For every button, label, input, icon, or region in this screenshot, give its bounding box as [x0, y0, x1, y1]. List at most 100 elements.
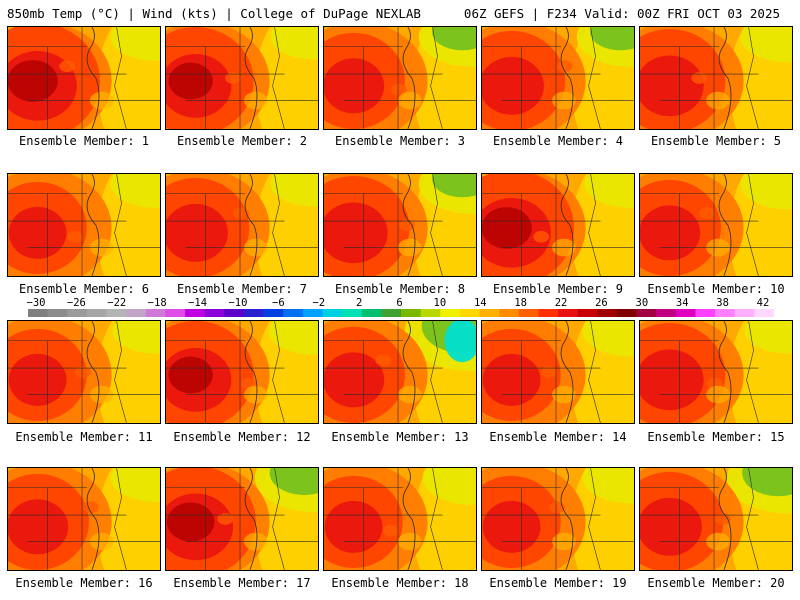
colorbar-segment [86, 309, 107, 317]
ensemble-member-label: Ensemble Member: 16 [15, 576, 153, 590]
ensemble-member-label: Ensemble Member: 19 [489, 576, 627, 590]
colorbar-segment [263, 309, 284, 317]
colorbar-segment [754, 309, 774, 317]
colorbar-ticks: −30 −26 −22 −18 −14 −10 −6 −2 2 6 10 14 18 22 26 30 34 38… [0, 297, 800, 309]
ensemble-map-panel [165, 26, 319, 130]
temperature-colorbar [28, 309, 774, 317]
colorbar-tick-label: −26 [66, 297, 86, 309]
colorbar-tick-label: −6 [272, 297, 285, 309]
colorbar-tick-label: −18 [147, 297, 167, 309]
colorbar-segment [126, 309, 147, 317]
colorbar-segment [675, 309, 696, 317]
colorbar-segment [538, 309, 559, 317]
colorbar-segment [283, 309, 304, 317]
colorbar-segment [636, 309, 657, 317]
ensemble-map-panel [639, 26, 793, 130]
colorbar-segment [597, 309, 618, 317]
ensemble-map-panel [165, 320, 319, 424]
colorbar-segment [401, 309, 421, 317]
colorbar-tick-label: −10 [228, 297, 248, 309]
colorbar-segment [342, 309, 363, 317]
colorbar-segment [499, 309, 520, 317]
colorbar-segment [204, 309, 225, 317]
colorbar-tick-label: 22 [554, 297, 568, 309]
colorbar-segment [381, 309, 402, 317]
ensemble-map-panel [481, 467, 635, 571]
ensemble-member-label: Ensemble Member: 11 [15, 430, 153, 444]
ensemble-map-panel [7, 173, 161, 277]
ensemble-member-label: Ensemble Member: 18 [331, 576, 469, 590]
colorbar-segment [302, 309, 323, 317]
colorbar-tick-label: −2 [312, 297, 326, 309]
colorbar-tick-label: 18 [514, 297, 527, 309]
ensemble-map-panel [639, 320, 793, 424]
colorbar-tick-label: 10 [433, 297, 447, 309]
ensemble-map-panel [323, 320, 477, 424]
ensemble-member-label: Ensemble Member: 10 [647, 282, 785, 296]
colorbar-segment [106, 309, 127, 317]
colorbar-segment [224, 309, 245, 317]
colorbar-segment [558, 309, 578, 317]
ensemble-map-panel [639, 173, 793, 277]
colorbar-tick-label: 42 [756, 297, 770, 309]
ensemble-map-panel [323, 467, 477, 571]
chart-title: 850mb Temp (°C) | Wind (kts) | College o… [7, 6, 421, 21]
colorbar-tick-label: 38 [716, 297, 729, 309]
ensemble-map-panel [481, 26, 635, 130]
colorbar-segment [656, 309, 677, 317]
colorbar-tick-label: −14 [188, 297, 208, 309]
colorbar-segment [145, 309, 166, 317]
ensemble-map-panel [165, 173, 319, 277]
colorbar-segment [185, 309, 205, 317]
colorbar-tick-label: −30 [26, 297, 46, 309]
colorbar-tick-label: 2 [355, 297, 363, 309]
ensemble-map-panel [7, 467, 161, 571]
colorbar-segment [695, 309, 716, 317]
ensemble-map-panel [481, 173, 635, 277]
colorbar-segment [47, 309, 68, 317]
ensemble-map-panel [7, 320, 161, 424]
ensemble-member-label: Ensemble Member: 14 [489, 430, 627, 444]
ensemble-map-panel [639, 467, 793, 571]
colorbar-segment [518, 309, 539, 317]
colorbar-segment [28, 309, 48, 317]
ensemble-member-label: Ensemble Member: 7 [176, 282, 308, 296]
colorbar-segment [734, 309, 755, 317]
ensemble-map-panel [481, 320, 635, 424]
ensemble-member-label: Ensemble Member: 9 [492, 282, 624, 296]
colorbar-tick-label: 6 [396, 297, 403, 309]
ensemble-member-label: Ensemble Member: 3 [334, 134, 466, 148]
ensemble-map-panel [323, 173, 477, 277]
ensemble-member-label: Ensemble Member: 5 [650, 134, 782, 148]
colorbar-segment [440, 309, 461, 317]
colorbar-tick-label: 34 [675, 297, 689, 309]
colorbar-segment [165, 309, 186, 317]
colorbar-segment [361, 309, 382, 317]
ensemble-map-panel [165, 467, 319, 571]
colorbar-tick-label: 26 [595, 297, 608, 309]
ensemble-member-label: Ensemble Member: 20 [647, 576, 785, 590]
ensemble-member-label: Ensemble Member: 6 [18, 282, 150, 296]
colorbar-segment [322, 309, 343, 317]
ensemble-member-label: Ensemble Member: 2 [176, 134, 308, 148]
ensemble-member-label: Ensemble Member: 12 [173, 430, 311, 444]
colorbar-segment [420, 309, 441, 317]
colorbar-segment [243, 309, 264, 317]
colorbar-segment [67, 309, 88, 317]
ensemble-map-panel [323, 26, 477, 130]
ensemble-member-label: Ensemble Member: 1 [18, 134, 150, 148]
ensemble-member-label: Ensemble Member: 17 [173, 576, 311, 590]
valid-time: 06Z GEFS | F234 Valid: 00Z FRI OCT 03 20… [463, 6, 780, 21]
ensemble-member-label: Ensemble Member: 4 [492, 134, 624, 148]
colorbar-segment [577, 309, 598, 317]
colorbar-segment [616, 309, 637, 317]
colorbar-segment [715, 309, 736, 317]
colorbar-tick-label: 14 [473, 297, 487, 309]
colorbar-segment [459, 309, 480, 317]
ensemble-member-label: Ensemble Member: 15 [647, 430, 785, 444]
colorbar-tick-label: 30 [635, 297, 649, 309]
colorbar-tick-label: −22 [107, 297, 127, 309]
colorbar-segment [479, 309, 500, 317]
ensemble-member-label: Ensemble Member: 8 [334, 282, 466, 296]
ensemble-map-panel [7, 26, 161, 130]
